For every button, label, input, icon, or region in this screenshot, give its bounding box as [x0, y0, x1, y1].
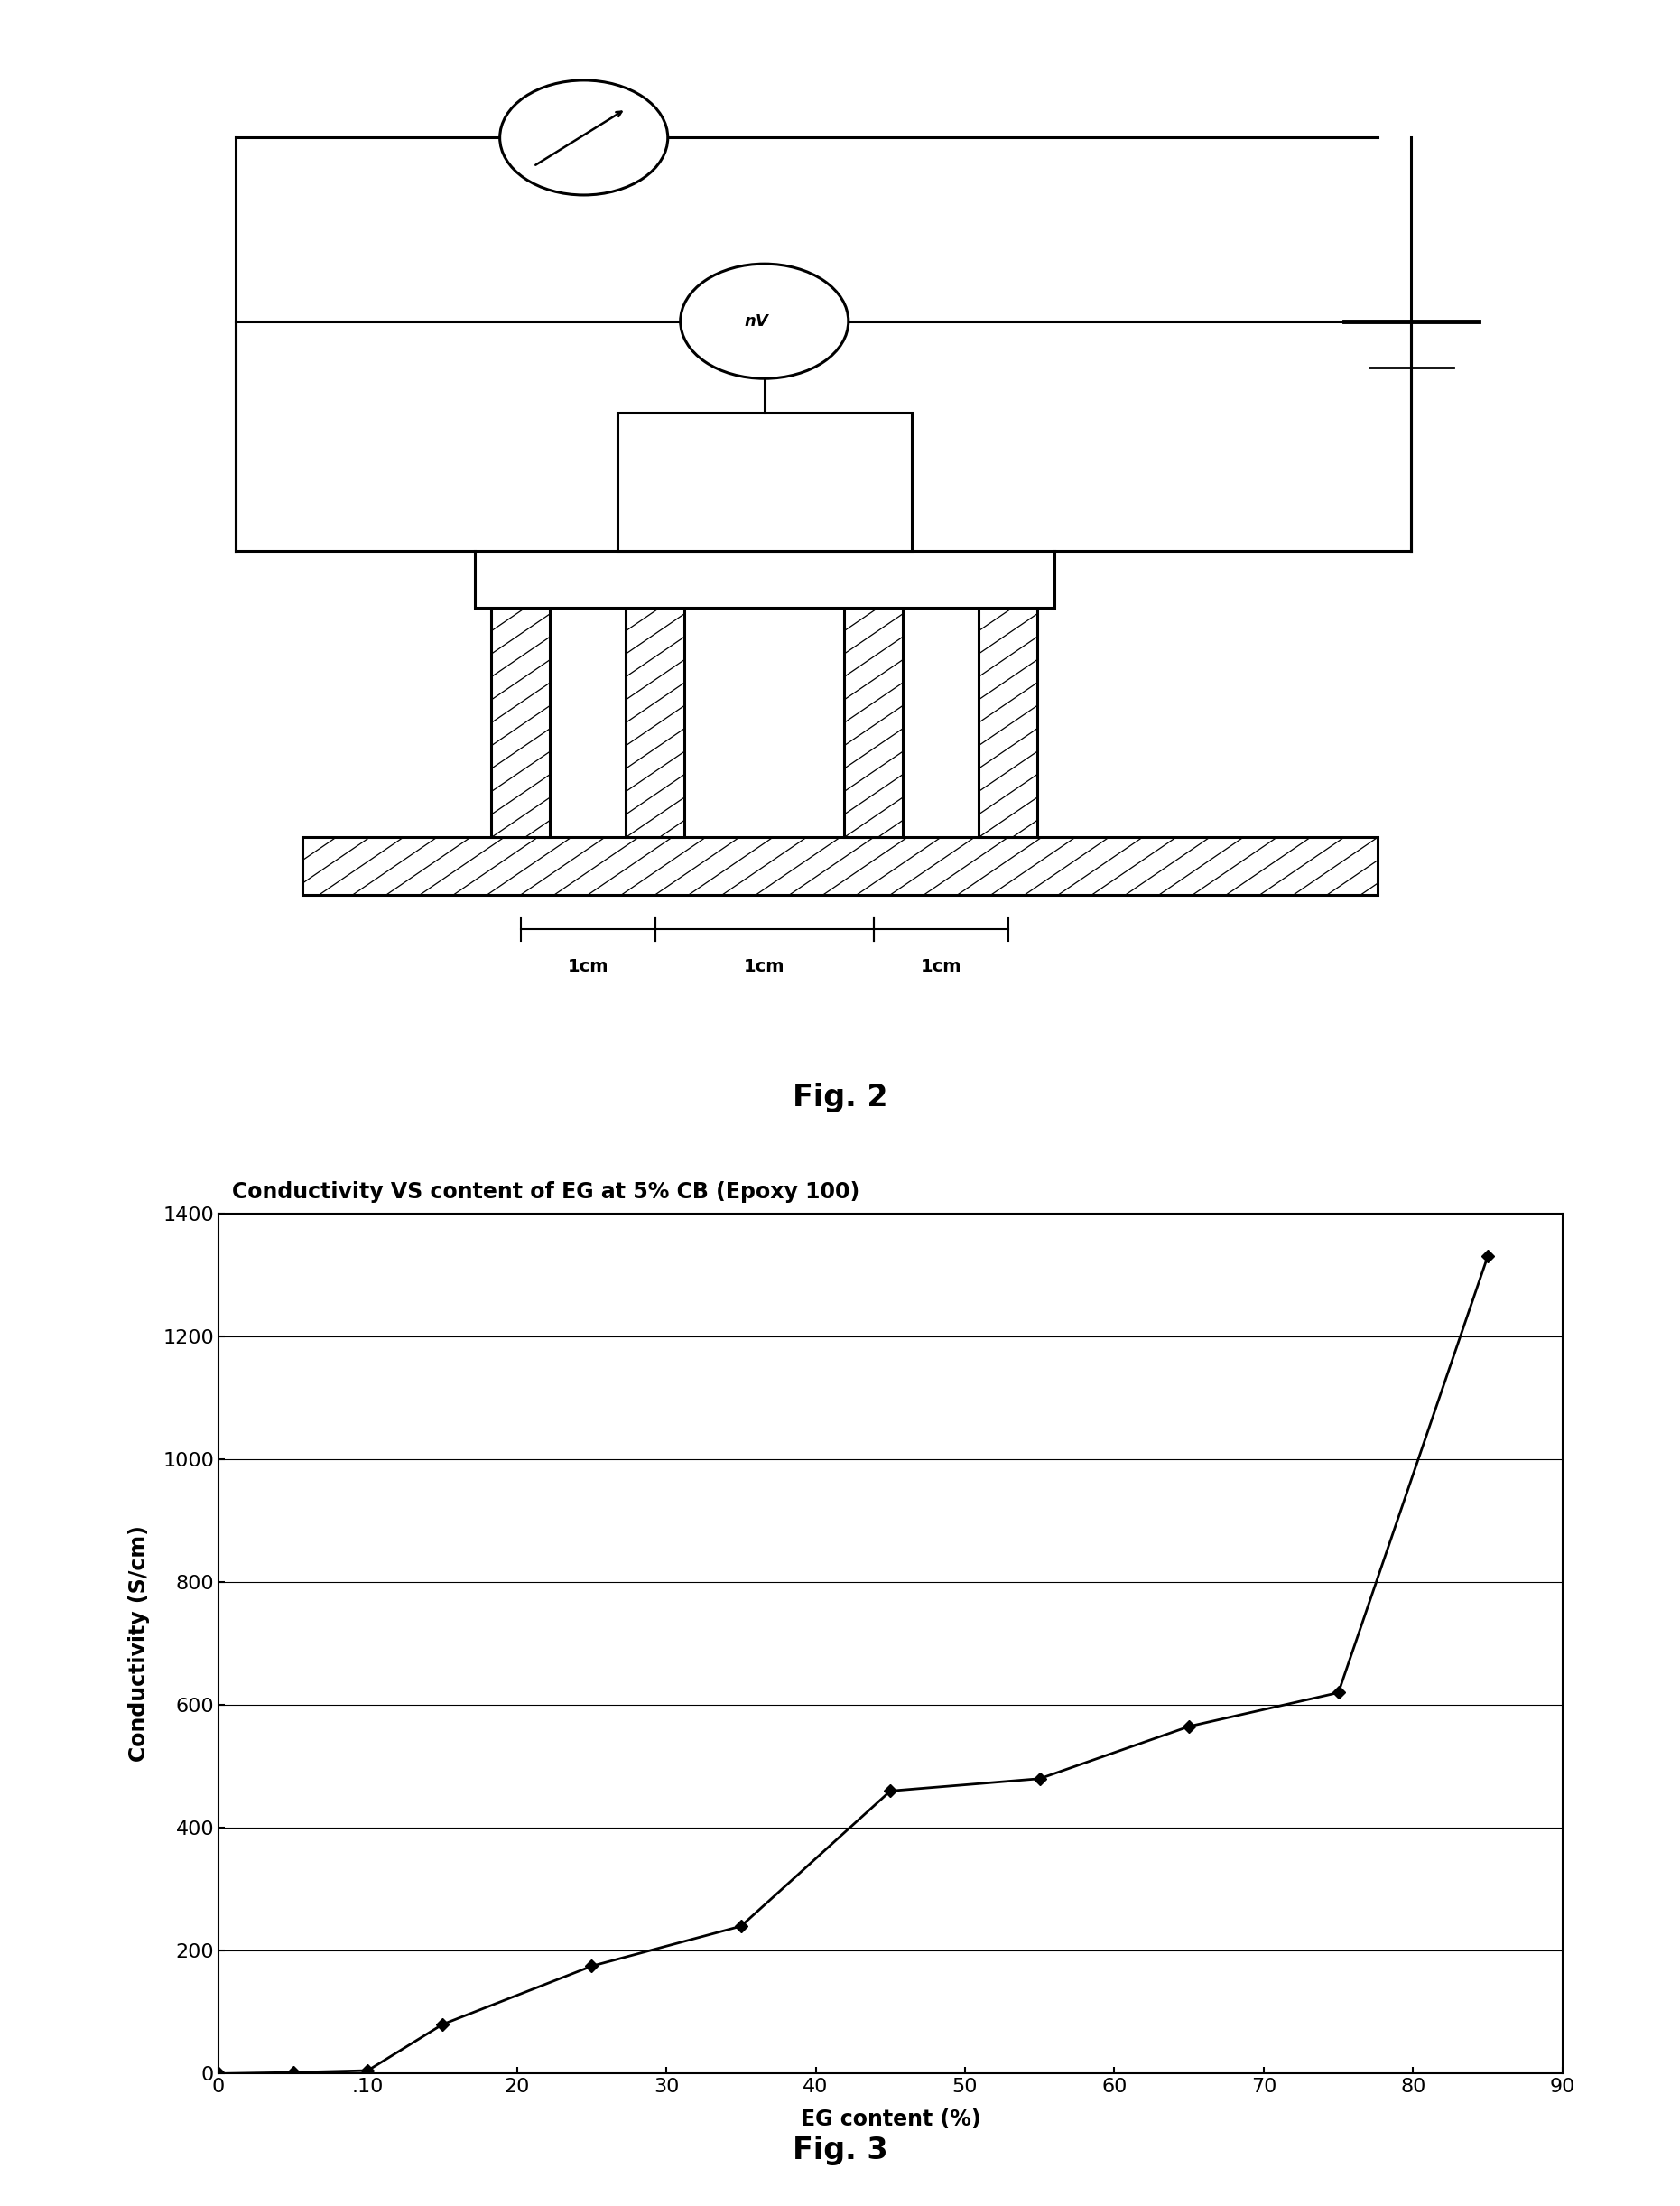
Bar: [474, 552, 1055, 609]
X-axis label: EG content (%): EG content (%): [800, 2109, 981, 2131]
Bar: [843, 609, 904, 838]
Text: 1cm: 1cm: [921, 957, 961, 975]
Text: Conductivity VS content of EG at 5% CB (Epoxy 100): Conductivity VS content of EG at 5% CB (…: [232, 1180, 860, 1202]
Bar: [302, 838, 1378, 896]
Circle shape: [501, 79, 669, 194]
Text: nV: nV: [744, 313, 768, 329]
Bar: [625, 609, 685, 838]
Bar: [978, 609, 1038, 838]
Text: 1cm: 1cm: [744, 957, 785, 975]
Text: Fig. 2: Fig. 2: [793, 1083, 887, 1112]
Bar: [618, 413, 911, 552]
Y-axis label: Conductivity (S/cm): Conductivity (S/cm): [128, 1524, 150, 1763]
Circle shape: [680, 265, 848, 379]
Text: Fig. 3: Fig. 3: [793, 2135, 887, 2166]
Bar: [491, 609, 551, 838]
Text: 1cm: 1cm: [568, 957, 608, 975]
